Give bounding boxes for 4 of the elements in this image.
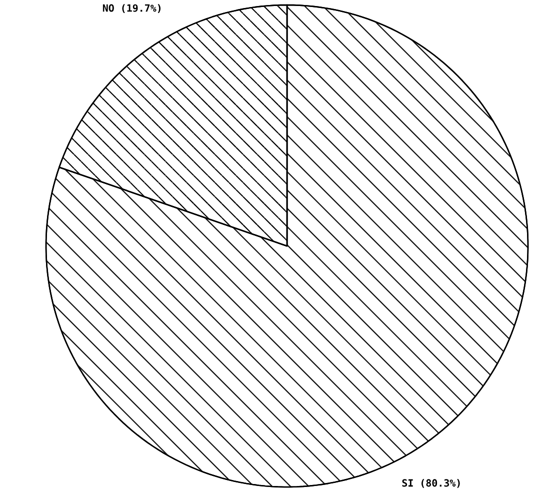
data-label: (80.3%) <box>422 479 460 488</box>
slice-label: SI <box>402 479 413 487</box>
data-label: (19.7%) <box>122 4 160 13</box>
slice-label: NO <box>102 4 114 12</box>
